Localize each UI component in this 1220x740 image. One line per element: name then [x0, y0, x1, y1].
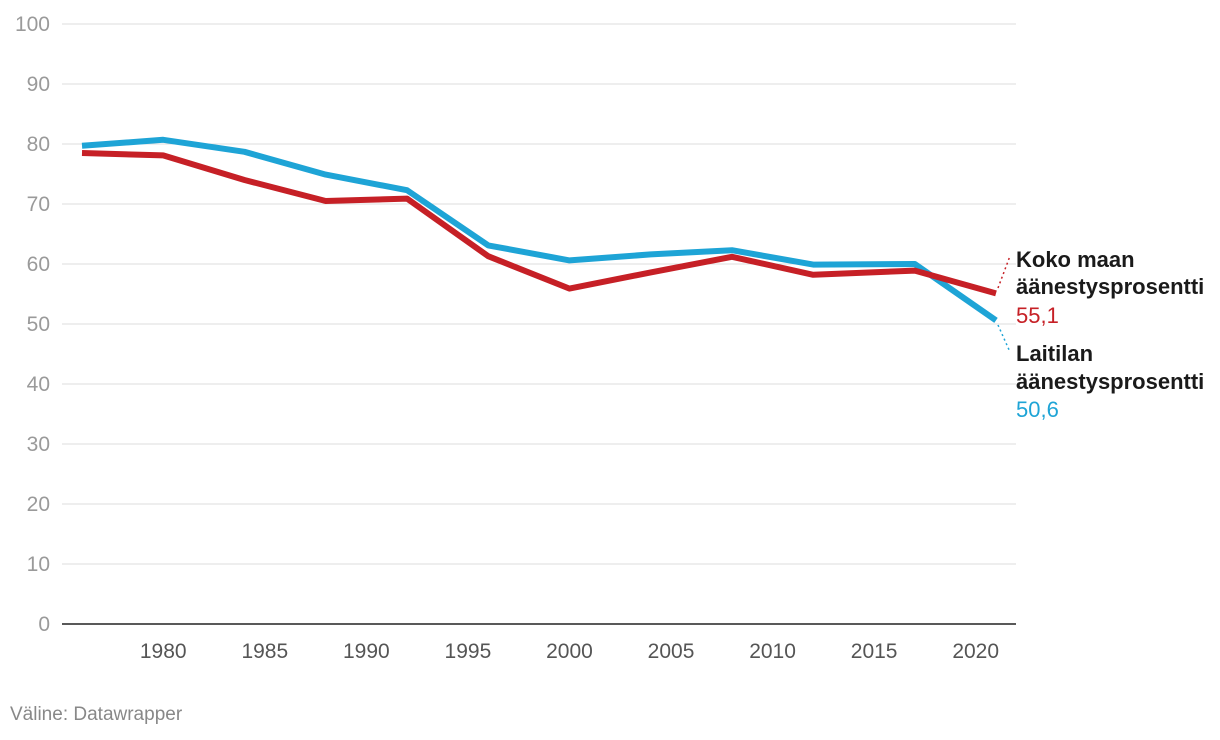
x-tick-label-2005: 2005	[648, 640, 695, 663]
y-tick-label-90: 90	[27, 73, 50, 96]
series-line-laitila	[81, 136, 998, 323]
series-lines	[81, 136, 998, 323]
y-axis-ticks: 0 10 20 30 40 50 60 70 80 90 100	[15, 13, 50, 636]
x-tick-label-1990: 1990	[343, 640, 390, 663]
x-tick-label-2010: 2010	[749, 640, 796, 663]
series-value-koko-maan: 55,1	[1016, 303, 1059, 328]
series-name-koko-maan-line1: Koko maan	[1016, 247, 1135, 272]
series-name-laitila-line2: äänestysprosentti	[1016, 369, 1204, 394]
x-tick-label-2000: 2000	[546, 640, 593, 663]
y-tick-label-0: 0	[38, 613, 50, 636]
y-tick-label-30: 30	[27, 433, 50, 456]
series-name-laitila-line1: Laitilan	[1016, 341, 1093, 366]
gridlines	[62, 23, 1016, 625]
y-tick-label-80: 80	[27, 133, 50, 156]
y-tick-label-100: 100	[15, 13, 50, 36]
x-tick-label-1980: 1980	[140, 640, 187, 663]
leader-line-laitila	[997, 324, 1011, 353]
series-line-koko	[81, 150, 997, 297]
series-label-koko-maan: Koko maan äänestysprosentti 55,1	[997, 247, 1204, 328]
y-tick-label-10: 10	[27, 553, 50, 576]
x-tick-label-2015: 2015	[851, 640, 898, 663]
x-tick-label-1995: 1995	[445, 640, 492, 663]
leader-line-koko-maan	[997, 255, 1011, 289]
y-tick-label-70: 70	[27, 193, 50, 216]
y-tick-label-60: 60	[27, 253, 50, 276]
source-note: Väline: Datawrapper	[10, 704, 183, 725]
y-tick-label-50: 50	[27, 313, 50, 336]
series-value-laitila: 50,6	[1016, 397, 1059, 422]
x-axis-ticks: 1980 1985 1990 1995 2000 2005 2010 2015 2020	[140, 640, 999, 663]
series-name-koko-maan-line2: äänestysprosentti	[1016, 274, 1204, 299]
x-tick-label-2020: 2020	[952, 640, 999, 663]
series-label-laitila: Laitilan äänestysprosentti 50,6	[997, 324, 1204, 422]
x-tick-label-1985: 1985	[241, 640, 288, 663]
y-tick-label-40: 40	[27, 373, 50, 396]
y-tick-label-20: 20	[27, 493, 50, 516]
